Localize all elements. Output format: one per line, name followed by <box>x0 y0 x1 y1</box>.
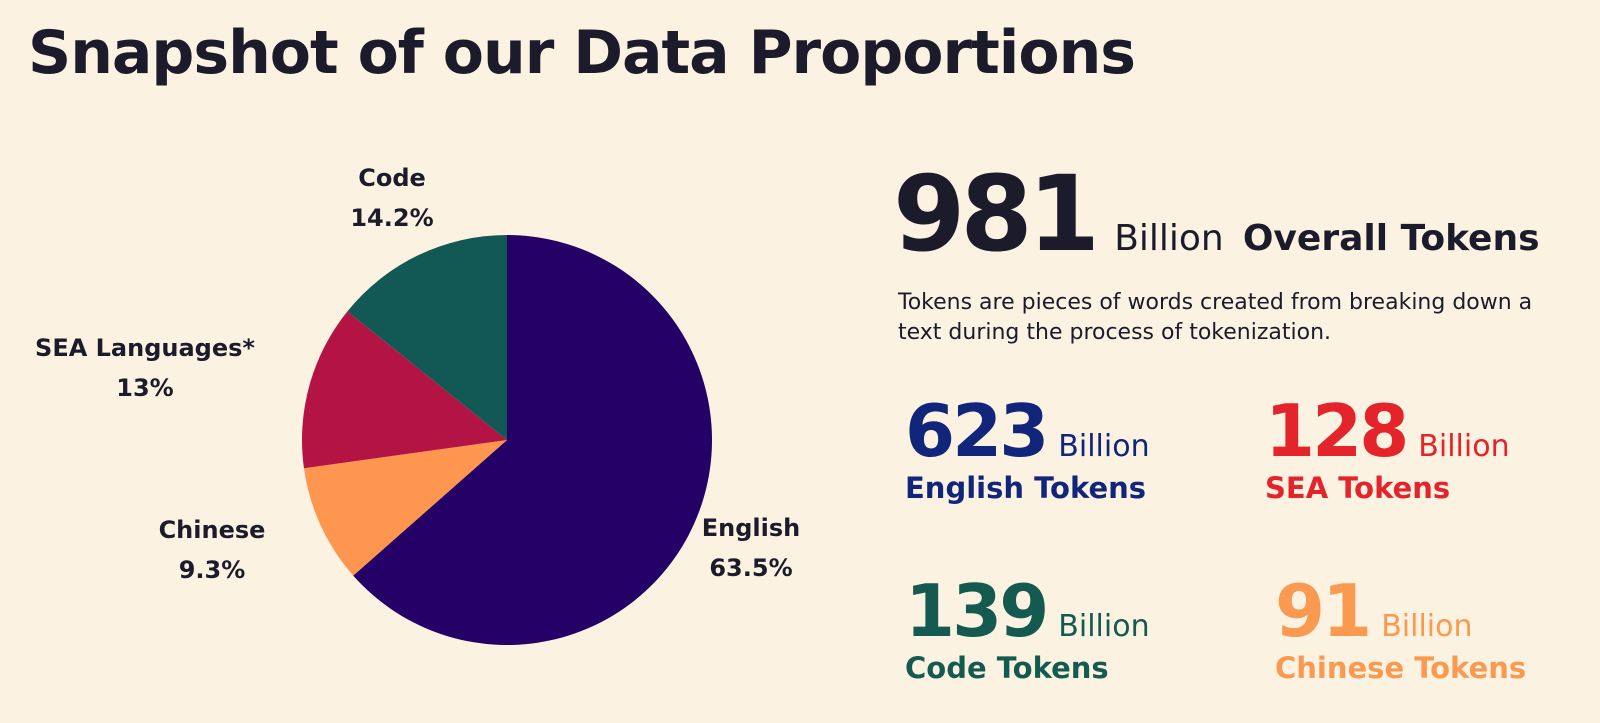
tokens-description: Tokens are pieces of words created from … <box>898 290 1533 345</box>
overall-tokens-label: Overall Tokens <box>1242 218 1540 259</box>
chinese-tokens-unit: Billion <box>1381 609 1473 644</box>
english-tokens-unit: Billion <box>1058 429 1150 464</box>
chinese-tokens-stat: 91 Billion Chinese Tokens <box>1275 575 1526 685</box>
pie-label-code: Code <box>358 164 426 192</box>
sea-tokens-label: SEA Tokens <box>1265 471 1451 505</box>
code-tokens-label: Code Tokens <box>905 651 1109 685</box>
pie-slice-code <box>347 235 507 440</box>
chinese-tokens-value: 91 <box>1275 569 1372 653</box>
sea-tokens-unit: Billion <box>1418 429 1510 464</box>
code-tokens-stat: 139 Billion Code Tokens <box>905 575 1150 685</box>
pie-slice-chinese <box>303 440 507 576</box>
overall-tokens-stat: 981 Billion Overall Tokens <box>893 162 1540 266</box>
code-tokens-value: 139 <box>905 569 1049 653</box>
sea-tokens-stat: 128 Billion SEA Tokens <box>1265 395 1510 505</box>
pie-label-english: English <box>702 514 800 542</box>
english-tokens-value: 623 <box>905 389 1049 473</box>
overall-tokens-value: 981 <box>893 153 1100 275</box>
pie-value-sea-languages: 13% <box>116 374 173 402</box>
page-title: Snapshot of our Data Proportions <box>28 18 1136 88</box>
pie-value-chinese: 9.3% <box>179 556 246 584</box>
english-tokens-stat: 623 Billion English Tokens <box>905 395 1150 505</box>
sea-tokens-value: 128 <box>1265 389 1409 473</box>
pie-label-sea-languages: SEA Languages* <box>35 334 255 362</box>
overall-tokens-unit: Billion <box>1114 218 1224 259</box>
pie-chart: English 63.5% Chinese 9.3% SEA Languages* 13%… <box>35 164 800 645</box>
pie-value-english: 63.5% <box>709 554 792 582</box>
pie-value-code: 14.2% <box>350 204 433 232</box>
pie-label-chinese: Chinese <box>159 516 266 544</box>
pie-slice-english <box>353 235 713 645</box>
chinese-tokens-label: Chinese Tokens <box>1275 651 1527 685</box>
english-tokens-label: English Tokens <box>905 471 1147 505</box>
code-tokens-unit: Billion <box>1058 609 1150 644</box>
pie-slice-sea-languages <box>302 311 507 469</box>
